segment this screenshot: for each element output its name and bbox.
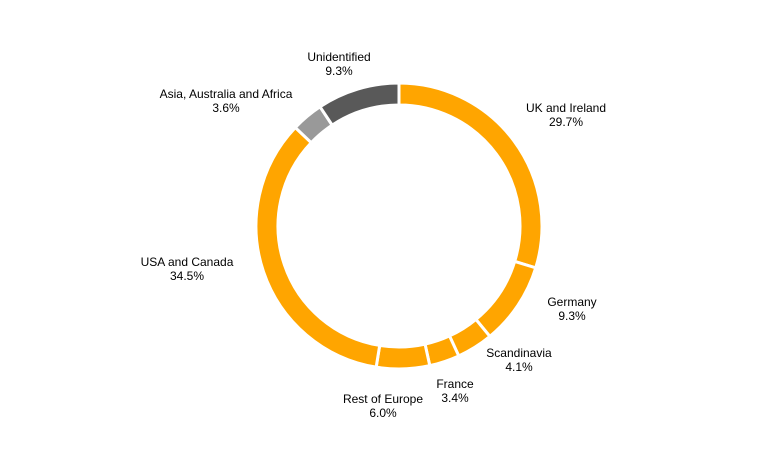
slice-label-unidentified: Unidentified 9.3%: [307, 50, 370, 78]
slice-label-uk-and-ireland: UK and Ireland 29.7%: [526, 101, 606, 129]
slice-value-asia-australia-and-africa: 3.6%: [212, 101, 240, 115]
slice-uk-and-ireland: [397, 81, 544, 270]
slice-name-france: France: [436, 377, 474, 391]
slice-label-usa-and-canada: USA and Canada 34.5%: [141, 255, 234, 283]
slice-label-scandinavia: Scandinavia 4.1%: [486, 346, 552, 374]
slice-usa-and-canada: [254, 125, 382, 369]
slice-germany: [473, 259, 538, 339]
slice-name-uk-and-ireland: UK and Ireland: [526, 101, 606, 115]
slice-label-rest-of-europe: Rest of Europe 6.0%: [343, 392, 423, 420]
slice-name-rest-of-europe: Rest of Europe: [343, 392, 423, 406]
slice-name-unidentified: Unidentified: [307, 50, 370, 64]
slice-value-usa-and-canada: 34.5%: [170, 269, 204, 283]
slice-value-uk-and-ireland: 29.7%: [549, 115, 583, 129]
slice-value-germany: 9.3%: [558, 309, 586, 323]
slice-name-scandinavia: Scandinavia: [486, 346, 552, 360]
labels-group: UK and Ireland 29.7%Germany 9.3%Scandinavi…: [141, 50, 606, 420]
slice-label-france: France 3.4%: [436, 377, 474, 405]
slice-rest-of-europe: [374, 342, 432, 371]
slice-label-germany: Germany 9.3%: [547, 295, 596, 323]
slice-unidentified: [317, 81, 401, 128]
slice-name-asia-australia-and-africa: Asia, Australia and Africa: [160, 87, 293, 101]
slice-value-scandinavia: 4.1%: [505, 360, 533, 374]
slice-name-usa-and-canada: USA and Canada: [141, 255, 234, 269]
slice-label-asia-australia-and-africa: Asia, Australia and Africa 3.6%: [160, 87, 293, 115]
slice-value-france: 3.4%: [441, 391, 469, 405]
slices-group: [254, 81, 544, 371]
slice-name-germany: Germany: [547, 295, 596, 309]
slice-value-rest-of-europe: 6.0%: [369, 406, 397, 420]
slice-value-unidentified: 9.3%: [325, 64, 353, 78]
